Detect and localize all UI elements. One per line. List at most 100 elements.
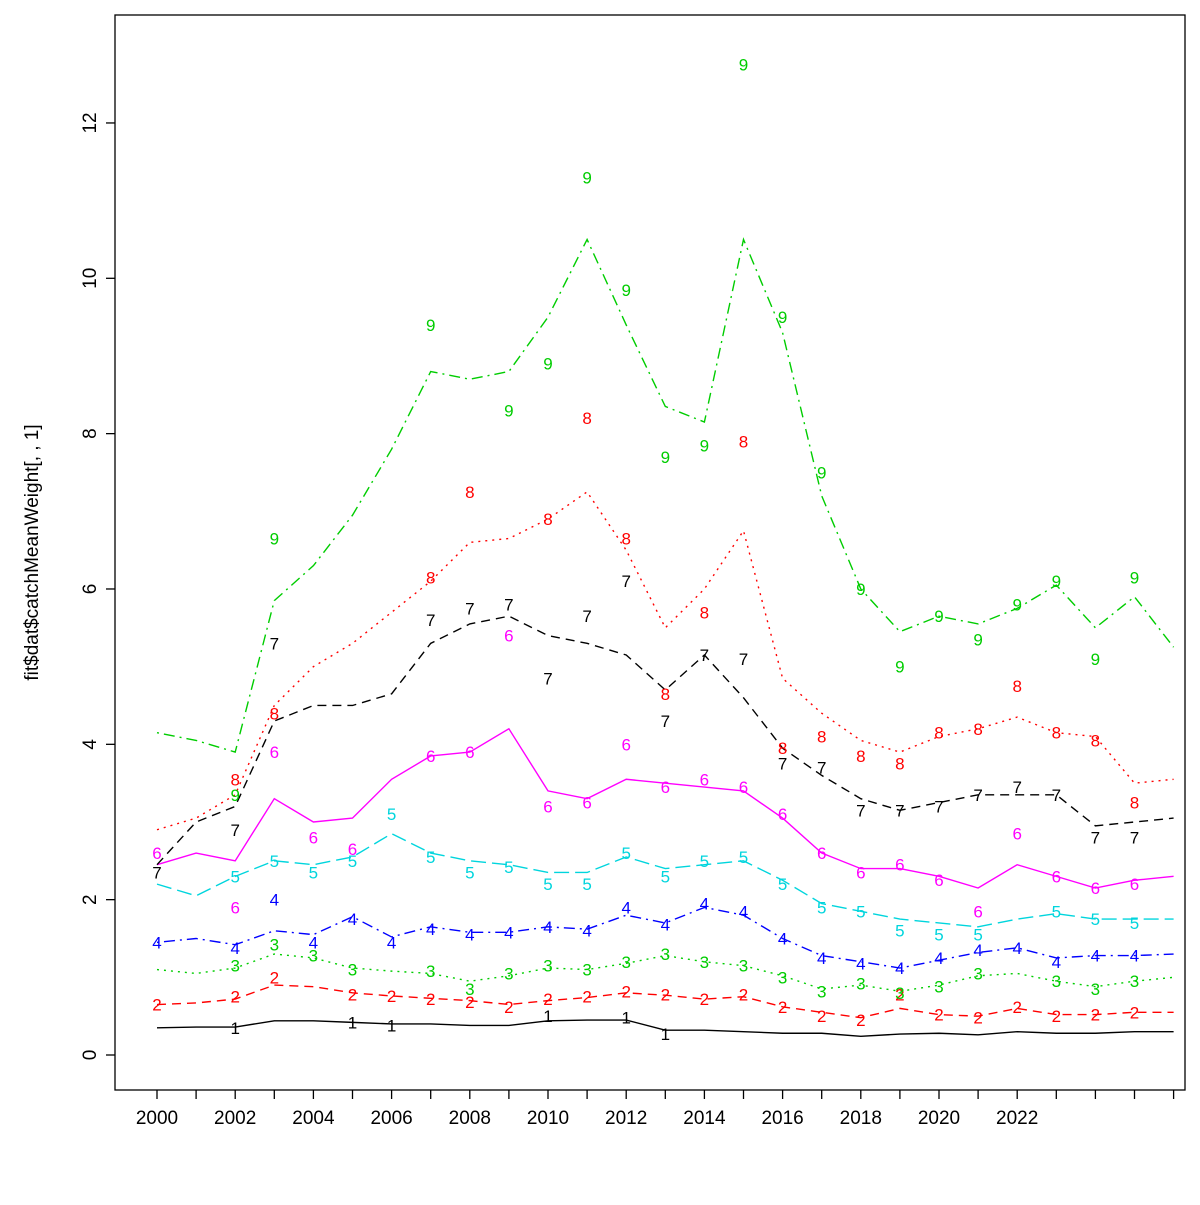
series-1-point-label: 1 — [543, 1007, 552, 1026]
series-9-point-label: 9 — [778, 308, 787, 327]
series-7-point-label: 7 — [739, 650, 748, 669]
series-8-point-label: 8 — [621, 529, 630, 548]
y-tick-label: 10 — [80, 268, 101, 289]
series-5-point-label: 5 — [817, 898, 826, 917]
series-6-point-label: 6 — [270, 743, 279, 762]
series-2-point-label: 2 — [543, 990, 552, 1009]
y-tick-label: 0 — [80, 1050, 101, 1061]
series-7-point-label: 7 — [973, 786, 982, 805]
series-7-point-label: 7 — [1130, 829, 1139, 848]
series-4-point-label: 4 — [895, 959, 904, 978]
series-2-point-label: 2 — [465, 993, 474, 1012]
series-4-point-label: 4 — [152, 933, 161, 952]
series-7-point-label: 7 — [856, 801, 865, 820]
series-3-point-label: 3 — [426, 962, 435, 981]
series-3-point-label: 3 — [973, 964, 982, 983]
series-5-point-label: 5 — [778, 875, 787, 894]
series-9-point-label: 9 — [700, 436, 709, 455]
series-1-point-label: 1 — [348, 1013, 357, 1032]
series-5-point-label: 5 — [230, 867, 239, 886]
series-9-point-label: 9 — [661, 448, 670, 467]
series-5-point-label: 5 — [621, 844, 630, 863]
series-3-point-label: 3 — [543, 957, 552, 976]
series-line-7 — [156, 615, 1174, 866]
x-tick-label: 2012 — [605, 1108, 647, 1129]
series-7-point-label: 7 — [504, 596, 513, 615]
series-4-point-label: 4 — [856, 954, 865, 973]
series-5-point-label: 5 — [348, 852, 357, 871]
series-8-point-label: 8 — [817, 728, 826, 747]
y-tick-label: 4 — [80, 739, 101, 750]
series-8-point-label: 8 — [778, 739, 787, 758]
series-9-point-label: 9 — [1130, 568, 1139, 587]
series-3-point-label: 3 — [270, 936, 279, 955]
series-8-point-label: 8 — [543, 510, 552, 529]
series-5-point-label: 5 — [739, 848, 748, 867]
series-3-point-label: 3 — [230, 957, 239, 976]
series-8-point-label: 8 — [700, 603, 709, 622]
series-2-point-label: 2 — [895, 985, 904, 1004]
series-8-point-label: 8 — [973, 720, 982, 739]
series-line-2 — [156, 984, 1174, 1019]
series-2-point-label: 2 — [817, 1007, 826, 1026]
plot-box — [114, 14, 1186, 1091]
x-tick-label: 2016 — [761, 1108, 803, 1129]
series-7-point-label: 7 — [1012, 778, 1021, 797]
series-3-point-label: 3 — [661, 945, 670, 964]
series-7-point-label: 7 — [230, 821, 239, 840]
series-6-point-label: 6 — [817, 844, 826, 863]
series-2-point-label: 2 — [700, 990, 709, 1009]
series-9-point-label: 9 — [973, 630, 982, 649]
series-7-point-label: 7 — [152, 863, 161, 882]
series-5-point-label: 5 — [1130, 914, 1139, 933]
y-tick-label: 6 — [80, 584, 101, 595]
series-4-point-label: 4 — [621, 898, 630, 917]
series-line-5 — [156, 832, 1174, 928]
series-8-point-label: 8 — [934, 724, 943, 743]
y-tick-label: 2 — [80, 894, 101, 905]
series-3-point-label: 3 — [504, 964, 513, 983]
series-4-point-label: 4 — [230, 939, 239, 958]
series-6-point-label: 6 — [152, 844, 161, 863]
series-4-point-label: 4 — [387, 933, 396, 952]
series-5-point-label: 5 — [465, 863, 474, 882]
series-8-point-label: 8 — [895, 755, 904, 774]
series-8-point-label: 8 — [270, 704, 279, 723]
series-2-point-label: 2 — [348, 985, 357, 1004]
series-4-point-label: 4 — [270, 891, 279, 910]
series-6-point-label: 6 — [621, 735, 630, 754]
series-9-point-label: 9 — [543, 355, 552, 374]
x-tick-label: 2020 — [918, 1108, 960, 1129]
series-4-point-label: 4 — [817, 949, 826, 968]
series-4-point-label: 4 — [973, 941, 982, 960]
series-8-point-label: 8 — [230, 770, 239, 789]
series-2-point-label: 2 — [778, 998, 787, 1017]
series-8-point-label: 8 — [661, 685, 670, 704]
series-5-point-label: 5 — [1052, 902, 1061, 921]
series-4-point-label: 4 — [465, 926, 474, 945]
series-5-point-label: 5 — [504, 858, 513, 877]
series-6-point-label: 6 — [230, 898, 239, 917]
series-6-point-label: 6 — [739, 778, 748, 797]
series-9-point-label: 9 — [817, 463, 826, 482]
series-3-point-label: 3 — [1091, 980, 1100, 999]
series-3-point-label: 3 — [309, 947, 318, 966]
x-tick-label: 2008 — [449, 1108, 491, 1129]
series-9-point-label: 9 — [230, 786, 239, 805]
series-4-point-label: 4 — [309, 933, 318, 952]
series-6-point-label: 6 — [426, 747, 435, 766]
series-4-point-label: 4 — [1130, 947, 1139, 966]
x-tick-label: 2004 — [292, 1108, 335, 1129]
series-2-point-label: 2 — [152, 996, 161, 1015]
series-6-point-label: 6 — [1130, 875, 1139, 894]
series-5-point-label: 5 — [700, 852, 709, 871]
series-line-4 — [156, 906, 1174, 969]
series-7-point-label: 7 — [270, 634, 279, 653]
y-axis-title: fit$dat$catchMeanWeight[, , 1] — [22, 424, 43, 680]
series-2-point-label: 2 — [387, 987, 396, 1006]
series-6-point-label: 6 — [582, 794, 591, 813]
series-3-point-label: 3 — [1052, 972, 1061, 991]
series-9-point-label: 9 — [1012, 596, 1021, 615]
